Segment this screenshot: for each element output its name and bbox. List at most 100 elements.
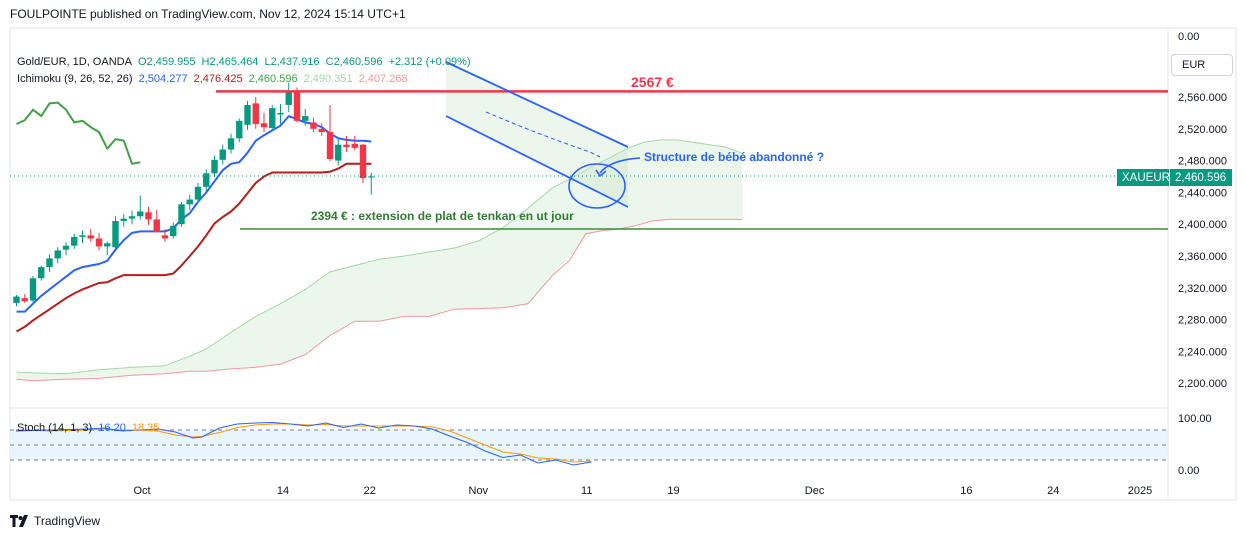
kumo-cloud-fill <box>16 139 743 381</box>
candle-body-2024-11-12 <box>318 128 325 132</box>
candle-body-2024-09-30 <box>62 245 70 250</box>
resistance-label: 2567 € <box>631 74 674 90</box>
price-tick-label: 2,440.000 <box>1178 187 1227 199</box>
tradingview-brand: TradingView <box>34 514 101 528</box>
stoch-pane <box>10 421 1168 466</box>
legend-high: H2,465.464 <box>201 56 259 68</box>
ichimoku-span-a-value: 2,490.351 <box>303 73 353 85</box>
price-tick-label: 2,280.000 <box>1178 315 1227 327</box>
ichimoku-kijun-value: 2,476.425 <box>193 73 243 85</box>
ichimoku-senkou-b-line <box>16 218 743 382</box>
candle-body-2024-11-18 <box>351 143 358 148</box>
price-tick-label: 2,360.000 <box>1178 251 1227 263</box>
stoch-legend[interactable]: Stoch (14, 1, 3) 16.20 18.35 <box>17 422 162 434</box>
candle-body-2024-10-31 <box>252 103 259 125</box>
time-tick-label: Oct <box>133 485 150 497</box>
candle-body-2024-09-26 <box>46 258 53 268</box>
ichimoku-tenkan-value: 2,504.277 <box>138 73 188 85</box>
ichimoku-cloud <box>16 139 743 381</box>
currency-unit-button[interactable]: EUR <box>1171 54 1233 76</box>
candle-body-2024-10-16 <box>161 235 169 239</box>
candle-body-2024-10-07 <box>104 243 111 247</box>
legend-open: O2,459.955 <box>137 56 196 68</box>
ichimoku-kijun-line <box>16 162 372 333</box>
candle-body-2024-10-29 <box>236 120 243 139</box>
time-tick-label: 11 <box>581 485 592 497</box>
price-tick-label: 2,520.000 <box>1178 124 1227 136</box>
candle-body-2024-11-07 <box>293 92 301 121</box>
candle-body-2024-11-19 <box>359 144 367 179</box>
structure-label: Structure de bébé abandonné ? <box>644 150 824 164</box>
time-tick-label: 16 <box>960 485 972 497</box>
symbol-price-tag: XAUEUR <box>1117 169 1170 186</box>
candle-body-2024-10-01 <box>71 236 78 246</box>
price-tick-label: 0.00 <box>1178 31 1199 43</box>
ichimoku-senkou-a-line <box>16 139 743 375</box>
time-tick-label: 19 <box>667 485 679 497</box>
candle-body-2024-11-13 <box>326 131 334 160</box>
last-price-tag: 2,460.596 <box>1170 169 1232 186</box>
candle-body-2024-10-24 <box>211 159 218 174</box>
price-tick-label: 2,480.000 <box>1178 156 1227 168</box>
candle-body-2024-11-15 <box>343 144 350 148</box>
legend-close: C2,460.596 <box>325 56 383 68</box>
stoch-name: Stoch (14, 1, 3) <box>17 422 93 434</box>
candles-layer <box>13 82 375 307</box>
channel-shading <box>446 62 628 207</box>
legend-low: L2,437.916 <box>264 56 320 68</box>
time-tick-label: 2025 <box>1128 485 1152 497</box>
ichimoku-chikou-value: 2,460.596 <box>248 73 298 85</box>
candle-body-2024-10-21 <box>186 199 193 205</box>
candle-body-2024-11-14 <box>335 144 342 161</box>
candle-body-2024-09-20 <box>13 296 20 303</box>
candle-body-2024-09-25 <box>38 267 45 279</box>
candle-body-2024-10-10 <box>128 216 136 219</box>
annotation-layer: 2567 € 2394 € : extension de plat de tenk… <box>10 61 1168 230</box>
price-tick-label: 2,400.000 <box>1178 219 1227 231</box>
candle-body-2024-10-15 <box>153 219 160 233</box>
time-tick-label: 24 <box>1047 485 1059 497</box>
candle-body-2024-10-02 <box>79 235 86 237</box>
tradingview-logo-icon <box>10 515 28 527</box>
candle-body-2024-11-05 <box>277 112 284 115</box>
ichimoku-lines <box>16 101 743 382</box>
pattern-arrow-head <box>595 169 607 178</box>
time-tick-label: 22 <box>364 485 376 497</box>
time-tick-label: 14 <box>277 485 289 497</box>
price-tick-label: 2,240.000 <box>1178 346 1227 358</box>
candle-body-2024-10-17 <box>170 225 177 237</box>
grid-layer <box>9 27 1237 501</box>
candle-body-2024-10-28 <box>227 138 235 150</box>
candle-body-2024-11-20 <box>368 176 375 178</box>
candle-body-2024-09-23 <box>21 298 28 302</box>
ichimoku-legend[interactable]: Ichimoku (9, 26, 52, 26) 2,504.277 2,476… <box>17 73 411 85</box>
price-tick-label: 2,320.000 <box>1178 283 1227 295</box>
pattern-circle <box>568 163 626 209</box>
candle-body-2024-10-09 <box>120 218 127 222</box>
main-legend[interactable]: Gold/EUR, 1D, OANDA O2,459.955 H2,465.46… <box>17 56 474 68</box>
tradingview-logo[interactable]: TradingView <box>10 514 100 528</box>
candle-body-2024-10-30 <box>244 104 251 125</box>
candle-body-2024-11-06 <box>285 91 292 105</box>
candle-body-2024-10-14 <box>145 212 152 220</box>
price-tick-label: 2,560.000 <box>1178 92 1227 104</box>
candle-body-2024-10-25 <box>219 149 226 160</box>
candle-body-2024-09-24 <box>29 278 37 301</box>
stoch-k-value: 16.20 <box>98 422 126 434</box>
annotation-layer-under <box>446 62 628 207</box>
stoch-tick-label: 100.00 <box>1178 413 1212 425</box>
candle-body-2024-11-08 <box>302 116 309 121</box>
stoch-d-value: 18.35 <box>131 422 160 434</box>
legend-symbol: Gold/EUR, 1D, OANDA <box>17 56 132 68</box>
axis-layer: 0.00 2,560.000 2,520.000 2,480.000 2,440.000… <box>133 31 1227 497</box>
channel-upper-line <box>445 61 629 148</box>
candle-body-2024-10-04 <box>95 238 103 247</box>
price-tick-label: 2,200.000 <box>1178 378 1227 390</box>
candle-body-2024-10-08 <box>112 221 119 248</box>
candle-body-2024-09-27 <box>54 250 61 259</box>
channel-lower-line <box>445 115 629 208</box>
candle-body-2024-10-03 <box>87 235 94 239</box>
stoch-tick-label: 0.00 <box>1178 465 1199 477</box>
candle-body-2024-10-23 <box>203 173 210 187</box>
